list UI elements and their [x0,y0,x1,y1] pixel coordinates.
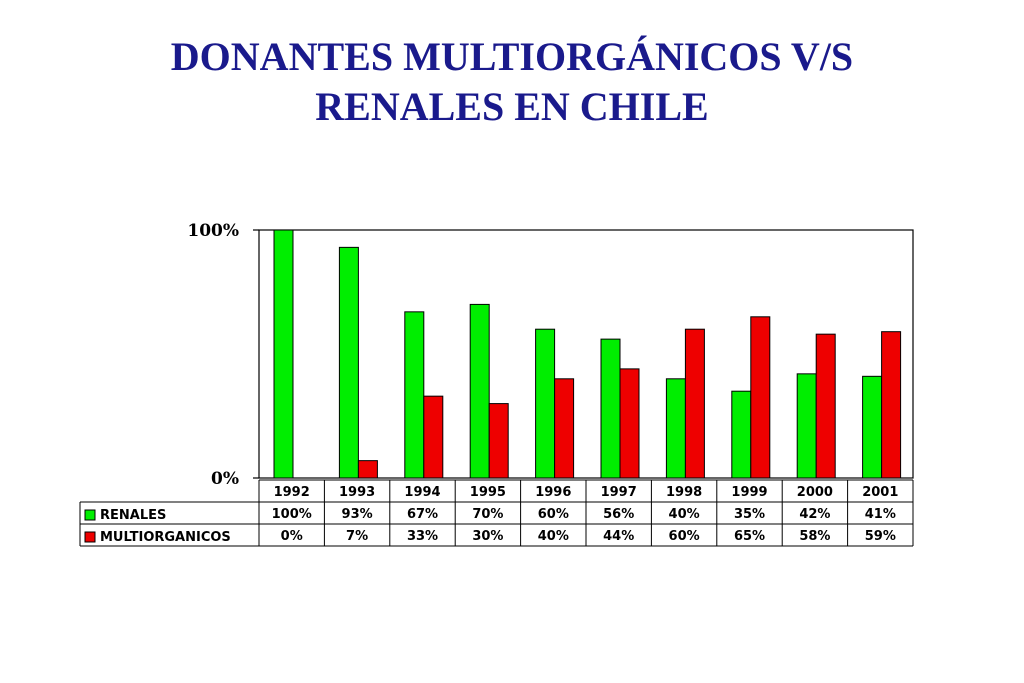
bar-multiorganicos [554,378,575,479]
bar-renales [600,338,621,479]
bar-renales [273,229,294,479]
bar-renales [404,311,425,479]
title-line-2: RENALES EN CHILE [315,84,709,129]
x-tick-label: 1994 [404,485,440,500]
x-tick-label: 1999 [731,485,767,500]
bar-renales [338,246,359,479]
data-label: 56% [603,507,634,522]
legend-swatch-renales [84,509,96,521]
data-label: 42% [799,507,830,522]
data-label: 60% [669,529,700,544]
x-tick-label: 1998 [666,485,702,500]
data-label: 41% [865,507,896,522]
data-label: 30% [472,529,503,544]
legend-label-renales: RENALES [100,508,166,523]
bar-renales [731,390,752,479]
bar-multiorganicos [815,333,836,479]
data-label: 40% [538,529,569,544]
x-tick-label: 1995 [470,485,506,500]
plot-area [258,229,914,479]
data-label: 70% [472,507,503,522]
data-label: 58% [799,529,830,544]
x-tick-label: 2000 [797,485,833,500]
bar-multiorganicos [357,460,378,479]
data-label: 35% [734,507,765,522]
bar-renales [665,378,686,479]
data-label: 44% [603,529,634,544]
data-label: 65% [734,529,765,544]
title-line-1: DONANTES MULTIORGÁNICOS V/S [170,34,854,79]
bar-multiorganicos [619,368,640,479]
y-tick-label: 100% [187,221,239,241]
chart-title: DONANTES MULTIORGÁNICOS V/S RENALES EN C… [0,32,1024,132]
data-label: 40% [669,507,700,522]
bar-renales [469,303,490,479]
bar-multiorganicos [423,395,444,479]
data-label: 93% [342,507,373,522]
legend-label-multiorganicos: MULTIORGANICOS [100,530,231,545]
data-label: 60% [538,507,569,522]
data-label: 59% [865,529,896,544]
bar-multiorganicos [684,328,705,479]
data-label: 33% [407,529,438,544]
x-tick-label: 1993 [339,485,375,500]
x-tick-label: 1997 [601,485,637,500]
bar-renales [796,373,817,479]
x-tick-label: 1992 [274,485,310,500]
x-tick-label: 2001 [862,485,898,500]
bar-multiorganicos [881,331,902,479]
x-tick-label: 1996 [535,485,571,500]
bar-multiorganicos [750,316,771,479]
bar-renales [862,375,883,479]
data-label: 0% [281,529,303,544]
y-tick-label: 0% [211,469,239,489]
bar-multiorganicos [488,403,509,479]
bar-renales [535,328,556,479]
data-label: 67% [407,507,438,522]
legend-swatch-multiorganicos [84,531,96,543]
data-label: 7% [346,529,368,544]
data-label: 100% [272,507,312,522]
